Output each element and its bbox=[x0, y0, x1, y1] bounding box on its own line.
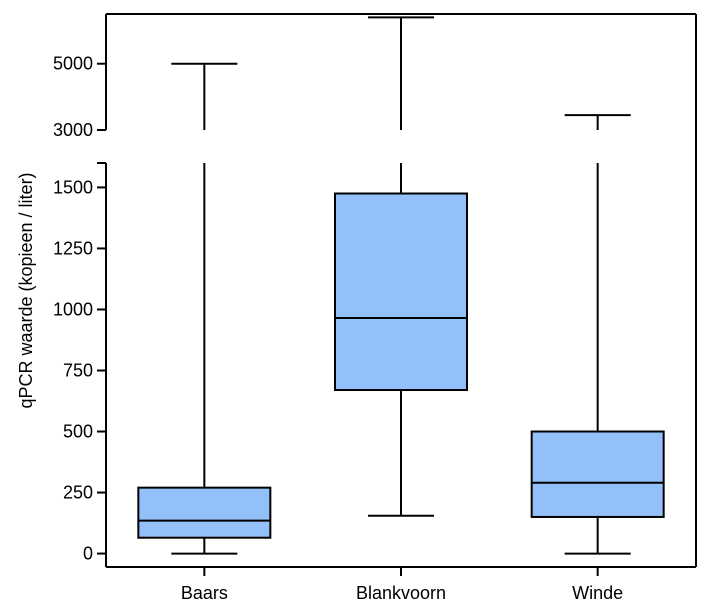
y-tick-label: 5000 bbox=[53, 54, 93, 74]
iqr-box bbox=[530, 430, 665, 518]
y-tick-label: 0 bbox=[83, 544, 93, 564]
y-tick-label: 500 bbox=[63, 422, 93, 442]
y-tick-label: 3000 bbox=[53, 120, 93, 140]
x-tick-label: Blankvoorn bbox=[356, 583, 446, 603]
box-group-baars bbox=[137, 62, 272, 555]
y-axis-title: qPCR waarde (kopieen / liter) bbox=[16, 172, 36, 408]
box-group-blankvoorn bbox=[334, 16, 468, 517]
boxes-layer bbox=[137, 16, 665, 555]
y-tick-label: 1500 bbox=[53, 177, 93, 197]
y-tick-label: 1000 bbox=[53, 299, 93, 319]
x-axis: Baars Blankvoorn Winde bbox=[181, 567, 623, 603]
x-tick-label: Winde bbox=[572, 583, 623, 603]
x-tick-label: Baars bbox=[181, 583, 228, 603]
box-group-winde bbox=[530, 114, 665, 555]
iqr-box bbox=[137, 486, 272, 539]
y-axis: 0 250 500 750 1000 1250 1500 3000 5000 bbox=[53, 54, 106, 564]
y-tick-label: 250 bbox=[63, 483, 93, 503]
iqr-box bbox=[334, 192, 468, 392]
y-tick-label: 1250 bbox=[53, 238, 93, 258]
y-tick-label: 750 bbox=[63, 360, 93, 380]
